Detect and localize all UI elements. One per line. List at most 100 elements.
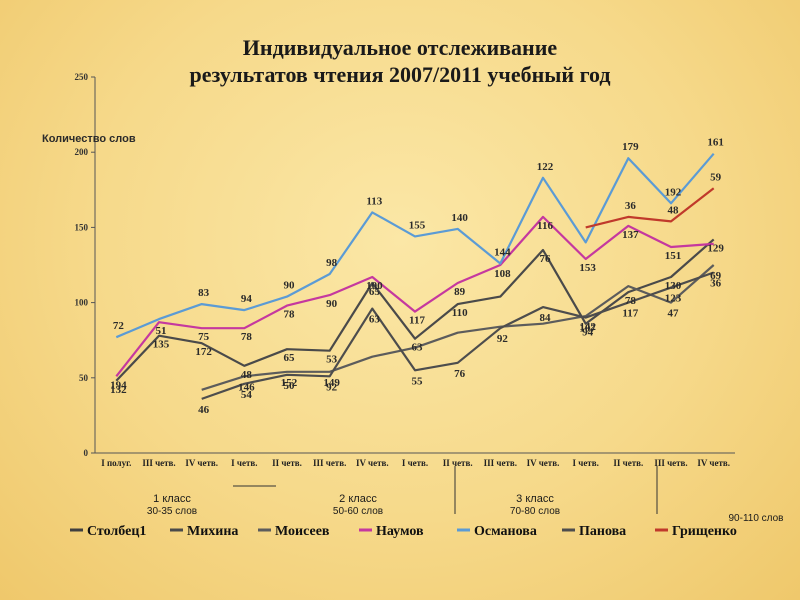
y-axis-label: Количество слов xyxy=(42,133,136,145)
x-tick-label: II четв. xyxy=(613,458,643,468)
data-label: 144 xyxy=(494,246,511,258)
x-tick-label: III четв. xyxy=(313,458,346,468)
data-label: 161 xyxy=(707,137,724,149)
x-tick-label: IV четв. xyxy=(527,458,560,468)
chart-title: Индивидуальное отслеживание результатов … xyxy=(0,34,800,88)
data-label: 152 xyxy=(281,377,298,389)
x-tick-label: II четв. xyxy=(443,458,473,468)
data-label: 65 xyxy=(369,286,381,298)
data-label: 117 xyxy=(409,315,425,327)
data-label: 129 xyxy=(707,242,724,254)
data-label: 55 xyxy=(412,375,424,387)
x-tick-label: I четв. xyxy=(231,458,257,468)
data-label: 100 xyxy=(366,280,383,292)
legend-item: Столбец1 xyxy=(87,524,146,539)
data-label: 151 xyxy=(665,250,682,262)
data-label: 65 xyxy=(284,352,296,364)
series-line-3 xyxy=(115,215,714,377)
data-label: 72 xyxy=(113,320,125,332)
data-label: 48 xyxy=(241,369,253,381)
data-label: 83 xyxy=(198,287,210,299)
data-label: 116 xyxy=(537,220,553,232)
data-label: 53 xyxy=(326,354,338,366)
data-label: 94 xyxy=(582,327,594,339)
data-label: 146 xyxy=(238,381,255,393)
data-label: 54 xyxy=(241,389,253,401)
data-label: 36 xyxy=(625,200,637,212)
chart-title-line2: результатов чтения 2007/2011 учебный год xyxy=(189,62,611,87)
x-tick-label: III четв. xyxy=(654,458,687,468)
data-label: 84 xyxy=(540,312,552,324)
x-tick-label: IV четв. xyxy=(356,458,389,468)
data-label: 63 xyxy=(412,342,424,354)
x-tick-label: IV четв. xyxy=(697,458,730,468)
x-tick-label: III четв. xyxy=(142,458,175,468)
legend: Столбец1 Михина Моисеев Наумов Османова Панов… xyxy=(70,524,737,539)
data-label: 90 xyxy=(284,280,296,292)
data-label: 59 xyxy=(710,171,722,183)
data-label: 76 xyxy=(454,368,466,380)
x-tick-label: I полуг. xyxy=(101,458,131,468)
data-label: 179 xyxy=(622,141,639,153)
series-line-2 xyxy=(201,264,715,391)
data-label: 117 xyxy=(622,308,638,320)
data-label: 78 xyxy=(241,331,253,343)
chart-title-line1: Индивидуальное отслеживание xyxy=(242,35,558,60)
data-label: 142 xyxy=(579,321,596,333)
data-label: 135 xyxy=(153,339,170,351)
data-label: 132 xyxy=(110,384,127,396)
data-label: 107 xyxy=(579,323,596,335)
x-tick-label: II четв. xyxy=(272,458,302,468)
data-label: 192 xyxy=(665,186,682,198)
data-label: 78 xyxy=(625,295,637,307)
legend-item: Наумов xyxy=(376,524,424,539)
y-tick-label: 200 xyxy=(75,147,89,157)
data-label: 51 xyxy=(156,325,167,337)
legend-item: Османова xyxy=(474,524,537,539)
data-label: 94 xyxy=(241,293,253,305)
data-label: 98 xyxy=(326,257,338,269)
data-label: 113 xyxy=(366,195,382,207)
data-label: 172 xyxy=(195,346,212,358)
y-axis-ticks: 0 50 100 150 200 250 xyxy=(75,72,95,458)
data-label: 110 xyxy=(452,307,468,319)
data-label: 194 xyxy=(110,379,127,391)
y-tick-label: 0 xyxy=(84,448,89,458)
y-tick-label: 150 xyxy=(75,222,89,232)
group-norm: 50-60 слов xyxy=(333,506,383,517)
data-label: 75 xyxy=(198,331,210,343)
data-label: 92 xyxy=(326,381,338,393)
group-norm: 90-110 слов xyxy=(729,513,784,524)
legend-item: Грищенко xyxy=(672,524,737,539)
data-label: 50 xyxy=(284,380,296,392)
data-label: 89 xyxy=(454,286,466,298)
group-label: 2 класс xyxy=(339,493,377,505)
data-label: 153 xyxy=(579,262,596,274)
x-axis-ticks: I полуг. III четв. IV четв. I четв. II четв.… xyxy=(101,458,730,468)
data-label: 78 xyxy=(284,309,296,321)
x-tick-label: I четв. xyxy=(402,458,428,468)
data-label: 63 xyxy=(369,314,381,326)
x-tick-label: IV четв. xyxy=(185,458,218,468)
y-tick-label: 50 xyxy=(79,373,89,383)
legend-item: Моисеев xyxy=(275,524,330,539)
group-norm: 30-35 слов xyxy=(147,506,197,517)
data-label: 46 xyxy=(198,404,210,416)
legend-item: Михина xyxy=(187,524,238,539)
data-label: 108 xyxy=(494,268,511,280)
data-label: 137 xyxy=(622,229,639,241)
data-label: 140 xyxy=(451,212,468,224)
data-label: 69 xyxy=(710,270,722,282)
chart-axes xyxy=(94,77,735,454)
legend-item: Панова xyxy=(579,524,626,539)
series-line-1 xyxy=(115,238,715,382)
data-label: 47 xyxy=(668,308,680,320)
data-label: 92 xyxy=(497,333,509,345)
group-norm: 70-80 слов xyxy=(510,506,560,517)
data-label: 130 xyxy=(665,280,682,292)
series-lines xyxy=(115,152,715,400)
data-label: 48 xyxy=(668,204,680,216)
group-label: 1 класс xyxy=(153,493,191,505)
